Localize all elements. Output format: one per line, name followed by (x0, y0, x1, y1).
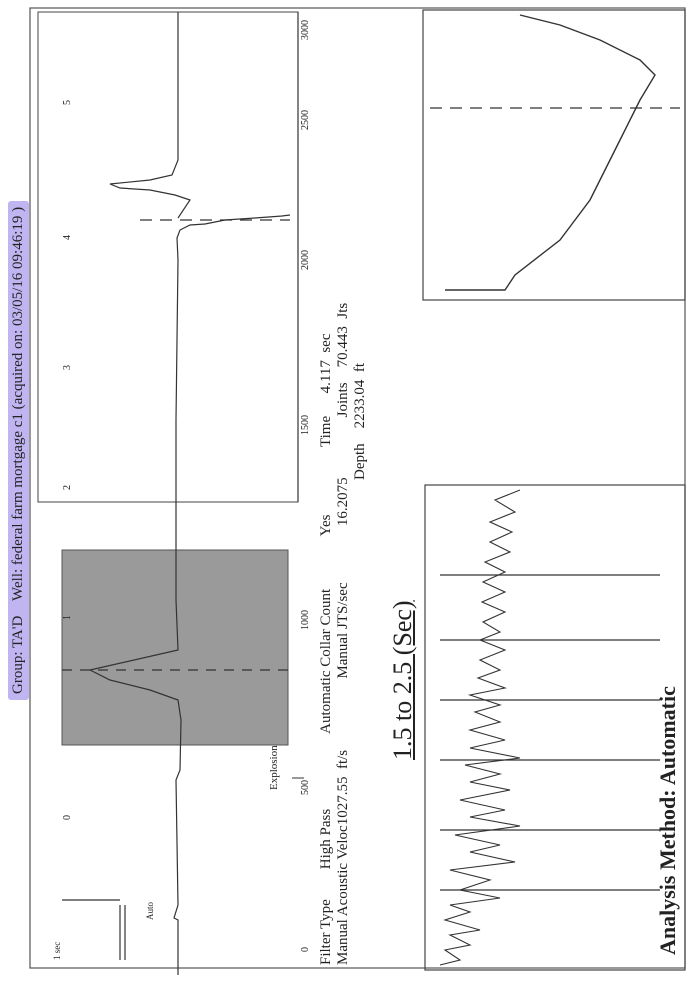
joints-label: Joints (335, 382, 351, 418)
x-tick-1500: 1500 (300, 415, 311, 435)
explosion-label: Explosion (268, 745, 280, 790)
collar-label: Automatic Collar Count (318, 588, 334, 734)
depth-label: Depth (352, 443, 368, 480)
header-acquired: (acquired on: 03/05/16 09:46:19 ) (10, 206, 26, 410)
depth-value: 2233.04 (352, 379, 368, 429)
velocity-label: Manual Acoustic Veloc (335, 825, 351, 965)
velocity-value: 1027.55 (335, 776, 351, 826)
x-tick-3000: 3000 (300, 20, 311, 40)
zoom-inset-frame (422, 9, 686, 301)
marker-label-2: 2 (62, 485, 73, 490)
analysis-method-label: Analysis Method: Automatic (655, 686, 680, 955)
filtered-trace (439, 489, 521, 966)
x-tick-2000: 2000 (300, 250, 311, 270)
x-tick-0: 0 (300, 947, 311, 952)
joints-value: 70.443 (335, 326, 351, 368)
jts-value: 16.2075 (335, 477, 351, 527)
filter-type-label: Filter Type (318, 899, 334, 965)
scale-label: 1 sec (52, 941, 62, 960)
main-plot-frame (37, 11, 299, 503)
zoom-inset-trace (445, 14, 656, 291)
analysis-window-shade (61, 549, 289, 746)
collar-value: Yes (318, 514, 334, 537)
time-unit: sec (318, 333, 334, 353)
time-value: 4.117 (318, 360, 334, 394)
header-well: Well: federal farm mortgage c1 (10, 413, 26, 601)
marker-label-0: 0 (62, 815, 73, 820)
x-tick-1000: 1000 (300, 610, 311, 630)
marker-label-3: 3 (62, 365, 73, 370)
header-group: Group: TA'D (10, 615, 26, 694)
header-banner: Group: TA'D Well: federal farm mortgage … (8, 200, 29, 700)
time-label: Time (318, 415, 334, 447)
velocity-unit: ft/s (335, 749, 351, 770)
jts-label: Manual JTS/sec (335, 582, 351, 679)
params-block: Filter Type High Pass Automatic Collar C… (318, 303, 369, 965)
window-range-label: 1.5 to 2.5 (Sec) (388, 600, 417, 760)
collar-bars (440, 574, 660, 891)
x-tick-2500: 2500 (300, 110, 311, 130)
filter-type-value: High Pass (318, 808, 334, 870)
marker-label-4: 4 (62, 235, 73, 240)
marker-label-5: 5 (62, 100, 73, 105)
aux-label: Auto (145, 902, 155, 920)
joints-unit: Jts (335, 302, 351, 319)
depth-unit: ft (352, 362, 368, 373)
acoustic-trace (88, 12, 291, 975)
x-tick-500: 500 (300, 780, 311, 795)
marker-label-1: 1 (62, 615, 73, 620)
filtered-trace-frame (424, 484, 686, 971)
